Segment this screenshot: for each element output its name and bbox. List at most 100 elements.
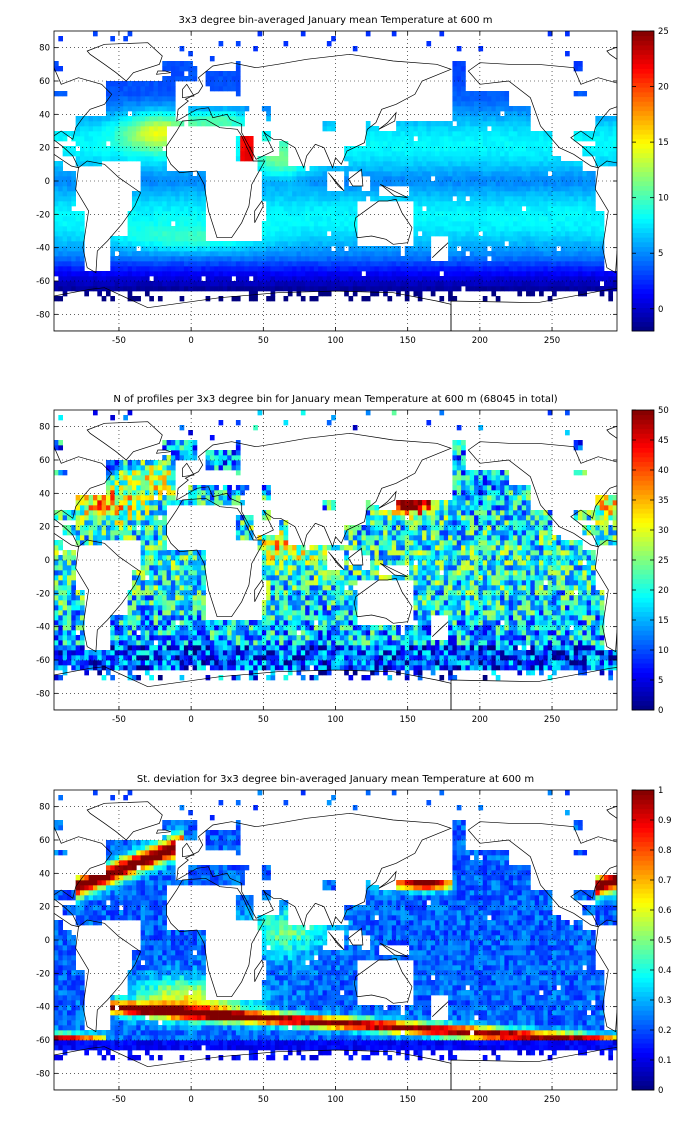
heatmap-cell [500, 156, 505, 162]
heatmap-cell [71, 620, 76, 626]
heatmap-cell [209, 645, 215, 651]
heatmap-cell [387, 166, 393, 172]
heatmap-cell [114, 635, 120, 641]
heatmap-cell [279, 241, 284, 247]
heatmap-cell [136, 650, 141, 656]
heatmap-cell [348, 236, 354, 242]
heatmap-cell [257, 286, 263, 292]
heatmap-cell [188, 600, 193, 606]
heatmap-cell [448, 286, 453, 292]
heatmap-cell [105, 136, 111, 142]
heatmap-cell [131, 630, 137, 636]
heatmap-cell [517, 266, 523, 272]
heatmap-cell [370, 136, 375, 142]
heatmap-cell [179, 565, 185, 571]
heatmap-cell [326, 41, 332, 47]
coastline [686, 119, 696, 237]
heatmap-cell [448, 171, 453, 177]
heatmap-cell [495, 246, 501, 252]
heatmap-cell [54, 620, 59, 626]
heatmap-cell [227, 76, 232, 82]
heatmap-cell [136, 261, 141, 267]
heatmap-cell [149, 201, 154, 207]
heatmap-cell [266, 186, 271, 192]
heatmap-cell [149, 211, 154, 217]
heatmap-cell [309, 216, 315, 222]
heatmap-cell [131, 465, 137, 471]
heatmap-cell [75, 241, 81, 247]
heatmap-cell [140, 96, 146, 102]
heatmap-cell [456, 136, 462, 142]
heatmap-cell [196, 231, 202, 237]
colorbar-swatch [632, 129, 654, 135]
heatmap-cell [495, 116, 501, 122]
colorbar-swatch [632, 40, 654, 46]
heatmap-cell [361, 191, 367, 197]
colorbar-swatch [632, 63, 654, 69]
heatmap-cell [188, 430, 193, 436]
heatmap-cell [110, 121, 115, 127]
heatmap-cell [244, 106, 250, 112]
heatmap-cell [513, 116, 518, 122]
heatmap-cell [58, 595, 64, 601]
heatmap-cell [348, 221, 354, 227]
heatmap-cell [578, 211, 583, 217]
heatmap-cell [469, 96, 475, 102]
heatmap-cell [322, 191, 328, 197]
heatmap-cell [188, 570, 193, 576]
heatmap-cell [331, 121, 336, 127]
heatmap-cell [426, 226, 432, 232]
heatmap-cell [205, 296, 211, 302]
heatmap-cell [586, 266, 592, 272]
heatmap-cell [140, 106, 146, 112]
heatmap-cell [101, 141, 107, 147]
heatmap-cell [335, 226, 341, 232]
heatmap-cell [144, 665, 150, 671]
heatmap-cell [396, 156, 401, 162]
heatmap-cell [101, 136, 107, 142]
heatmap-cell [227, 251, 232, 257]
heatmap-cell [140, 166, 146, 172]
heatmap-cell [62, 176, 68, 182]
heatmap-cell [123, 510, 128, 516]
heatmap-cell [404, 256, 410, 262]
heatmap-cell [283, 256, 289, 262]
heatmap-cell [439, 266, 445, 272]
heatmap-cell [214, 645, 219, 651]
heatmap-cell [296, 251, 302, 257]
heatmap-cell [170, 640, 176, 646]
heatmap-cell [274, 226, 280, 232]
colorbar-tick-label: 0 [658, 305, 663, 315]
heatmap-cell [140, 520, 146, 526]
heatmap-cell [465, 106, 471, 112]
heatmap-cell [92, 655, 98, 661]
heatmap-cell [569, 196, 575, 202]
heatmap-cell [118, 151, 124, 157]
heatmap-cell [84, 535, 89, 541]
heatmap-cell [513, 126, 518, 132]
heatmap-cell [361, 246, 367, 252]
heatmap-cell [547, 31, 553, 37]
heatmap-cell [279, 161, 284, 167]
heatmap-cell [404, 141, 410, 147]
heatmap-cell [110, 415, 115, 421]
heatmap-cell [144, 585, 150, 591]
heatmap-cell [530, 131, 536, 137]
heatmap-cell [149, 241, 154, 247]
y-tick-label: 20 [39, 144, 50, 154]
heatmap-cell [110, 136, 115, 142]
heatmap-cell [439, 136, 445, 142]
heatmap-cell [97, 121, 102, 127]
heatmap-cell [179, 266, 185, 272]
heatmap-cell [465, 221, 471, 227]
heatmap-cell [231, 271, 237, 277]
heatmap-cell [149, 121, 154, 127]
heatmap-cell [266, 266, 271, 272]
heatmap-cell [318, 221, 323, 227]
heatmap-cell [426, 156, 432, 162]
heatmap-cell [443, 286, 449, 292]
heatmap-cell [123, 645, 128, 651]
heatmap-cell [196, 600, 202, 606]
heatmap-cell [123, 475, 128, 481]
heatmap-cell [404, 291, 410, 297]
